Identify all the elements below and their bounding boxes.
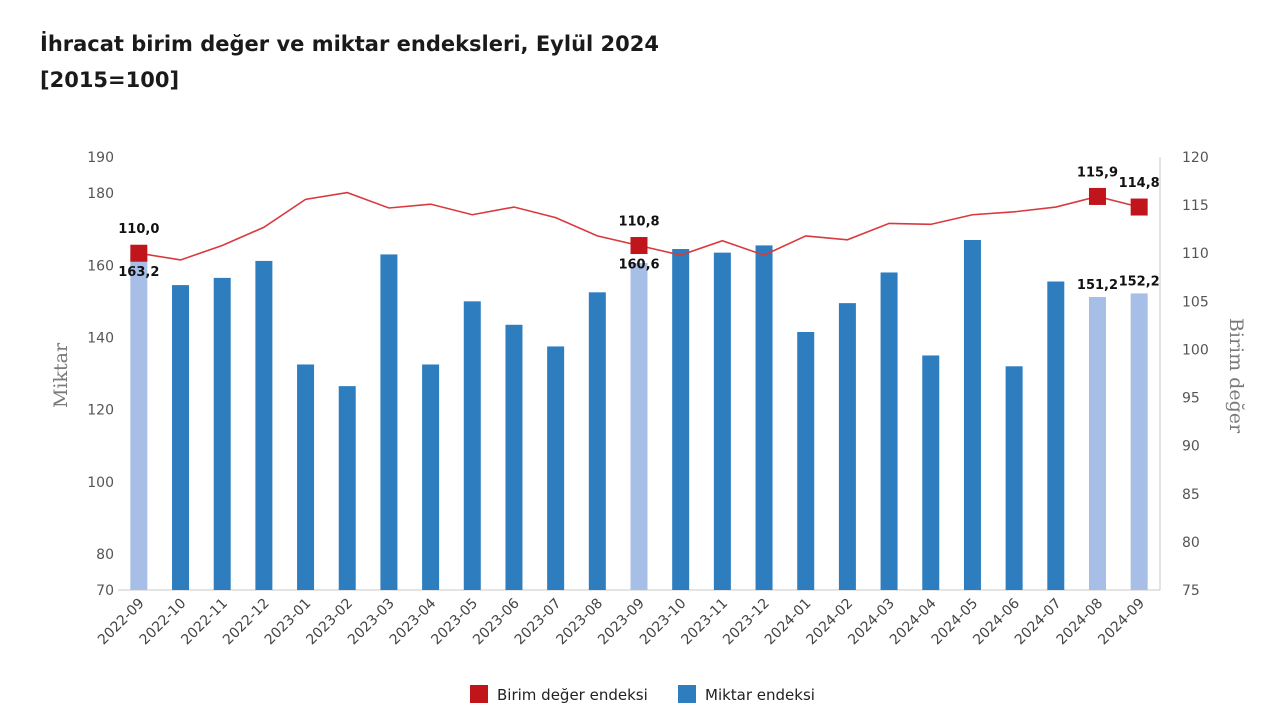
bar-miktar: [755, 245, 773, 590]
bar-miktar: [630, 263, 648, 590]
bar-miktar: [1047, 281, 1065, 590]
y-left-axis-title: Miktar: [50, 342, 72, 408]
legend-swatch-miktar: [678, 685, 696, 703]
bar-miktar: [588, 292, 606, 590]
chart-title-block: İhracat birim değer ve miktar endeksleri…: [40, 26, 659, 98]
y-right-tick-label: 80: [1182, 535, 1200, 551]
chart-subtitle: [2015=100]: [40, 68, 180, 92]
y-left-tick-label: 120: [87, 403, 114, 419]
marker-birim-deger: [130, 244, 148, 262]
bar-miktar: [880, 272, 898, 590]
y-left-tick-label: 80: [96, 547, 114, 563]
bar-miktar: [963, 239, 981, 590]
y-left-tick-label: 140: [87, 330, 114, 346]
y-left-tick-label: 180: [87, 186, 114, 202]
bar-miktar: [797, 332, 815, 590]
chart-title: İhracat birim değer ve miktar endeksleri…: [40, 32, 659, 56]
y-right-axis-title: Birim değer: [1225, 318, 1247, 434]
bar-miktar: [130, 253, 148, 590]
line-data-label: 110,8: [618, 215, 659, 230]
bar-miktar: [380, 254, 398, 591]
bar-miktar: [838, 303, 856, 590]
bar-miktar: [1088, 297, 1106, 590]
y-right-tick-label: 95: [1182, 391, 1200, 407]
marker-birim-deger: [1088, 187, 1106, 205]
bar-miktar: [213, 277, 231, 590]
bar-miktar: [463, 301, 481, 590]
y-right-tick-label: 120: [1182, 150, 1209, 166]
bar-miktar: [505, 324, 523, 590]
y-right-tick-label: 105: [1182, 294, 1209, 310]
y-left-tick-label: 100: [87, 475, 114, 491]
bar-miktar: [1130, 293, 1148, 590]
bar-miktar: [255, 260, 273, 590]
bar-miktar: [422, 364, 440, 590]
line-data-label: 110,0: [118, 222, 159, 237]
y-right-tick-label: 85: [1182, 487, 1200, 503]
marker-birim-deger: [1130, 198, 1148, 216]
bar-data-label: 152,2: [1119, 274, 1160, 289]
y-right-tick-label: 75: [1182, 583, 1200, 599]
y-left-tick-label: 190: [87, 150, 114, 166]
legend-label-birim-deger: Birim değer endeksi: [497, 686, 648, 704]
bar-miktar: [297, 364, 315, 590]
bar-miktar: [547, 346, 565, 590]
y-left-tick-label: 70: [96, 583, 114, 599]
y-right-tick-label: 110: [1182, 246, 1209, 262]
x-tick-label: 2024-09: [1095, 596, 1148, 649]
bar-miktar: [713, 252, 731, 590]
y-left-tick-label: 160: [87, 258, 114, 274]
bar-miktar: [338, 386, 356, 590]
y-right-tick-label: 90: [1182, 439, 1200, 455]
legend-label-miktar: Miktar endeksi: [705, 686, 815, 704]
bar-miktar: [1005, 366, 1023, 590]
bar-miktar: [172, 285, 190, 590]
line-data-label: 115,9: [1077, 165, 1118, 180]
marker-birim-deger: [630, 237, 648, 255]
bar-data-label: 151,2: [1077, 278, 1118, 293]
bar-data-label: 163,2: [118, 265, 159, 280]
bar-data-label: 160,6: [618, 258, 659, 273]
legend-swatch-birim-deger: [470, 685, 488, 703]
bar-miktar: [672, 249, 690, 590]
line-data-label: 114,8: [1119, 176, 1160, 191]
bar-miktar: [922, 355, 940, 590]
y-right-tick-label: 100: [1182, 342, 1209, 358]
y-right-tick-label: 115: [1182, 198, 1209, 214]
